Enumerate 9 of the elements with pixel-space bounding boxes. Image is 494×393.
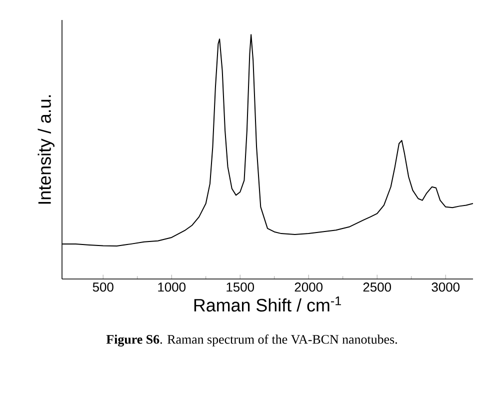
x-axis-title: Raman Shift / cm$^{-1}$ [194, 296, 341, 312]
x-tick-label: 3000 [432, 282, 460, 292]
y-axis-title: Intensity / a.u. [38, 95, 54, 204]
x-tick-label: 1000 [158, 282, 186, 292]
x-tick-label: 500 [92, 282, 114, 292]
text: Figure S6. Raman spectrum of the VA-BCN nanotubes. [106, 334, 397, 346]
x-tick-label: 1500 [226, 282, 254, 292]
x-tick-label: 2000 [294, 282, 323, 292]
x-tick-label: 2500 [363, 282, 392, 292]
